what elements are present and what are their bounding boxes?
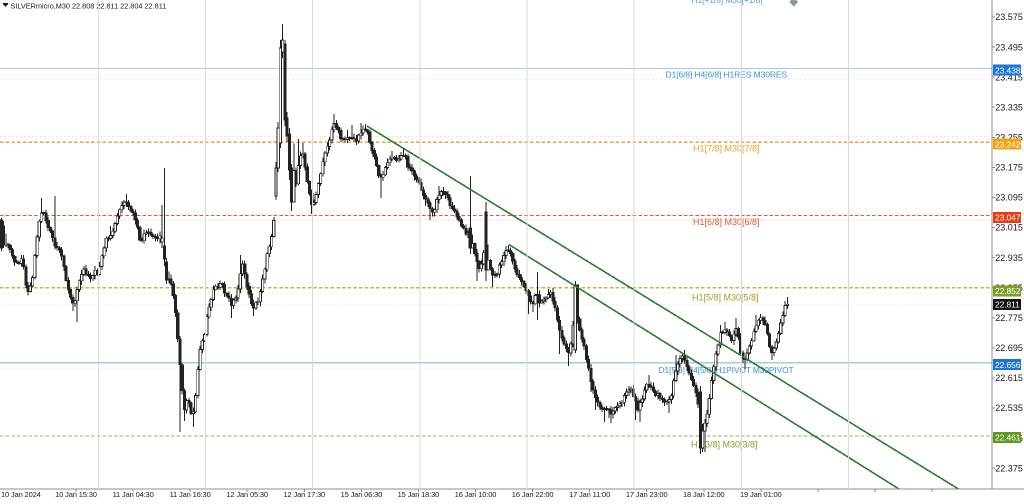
svg-text:15 Jan 06:30: 15 Jan 06:30: [341, 490, 383, 499]
svg-text:23.242: 23.242: [995, 139, 1021, 149]
svg-text:23.095: 23.095: [995, 193, 1023, 203]
svg-text:23.015: 23.015: [995, 223, 1023, 233]
svg-text:22.375: 22.375: [995, 463, 1023, 473]
svg-text:D1[6/8] H4[6/8] H1RES M30RES: D1[6/8] H4[6/8] H1RES M30RES: [666, 70, 788, 80]
svg-text:22.535: 22.535: [995, 403, 1023, 413]
svg-text:17 Jan 11:00: 17 Jan 11:00: [569, 490, 610, 499]
svg-text:15 Jan 18:30: 15 Jan 18:30: [398, 490, 440, 499]
svg-text:H1[+1/8] M30[+1/8]: H1[+1/8] M30[+1/8]: [692, 0, 763, 5]
svg-text:11 Jan 04:30: 11 Jan 04:30: [113, 490, 154, 499]
svg-text:10 Jan 15:30: 10 Jan 15:30: [55, 490, 97, 499]
svg-text:17 Jan 23:00: 17 Jan 23:00: [626, 490, 668, 499]
svg-text:23.255: 23.255: [995, 133, 1023, 143]
svg-text:12 Jan 05:30: 12 Jan 05:30: [226, 490, 268, 499]
svg-text:H1[5/8] M30[5/8]: H1[5/8] M30[5/8]: [692, 292, 759, 302]
svg-text:22.852: 22.852: [995, 286, 1021, 296]
svg-text:22.615: 22.615: [995, 373, 1023, 383]
svg-text:16 Jan 10:00: 16 Jan 10:00: [455, 490, 497, 499]
svg-text:SILVERmicro,M30 22.808 22.811: SILVERmicro,M30 22.808 22.811 22.804 22.…: [11, 1, 167, 10]
svg-text:H1[7/8] M30[7/8]: H1[7/8] M30[7/8]: [693, 144, 760, 154]
svg-text:23.415: 23.415: [995, 72, 1023, 82]
svg-text:19 Jan 01:00: 19 Jan 01:00: [740, 490, 782, 499]
svg-text:18 Jan 12:00: 18 Jan 12:00: [683, 490, 725, 499]
svg-text:10 Jan 2024: 10 Jan 2024: [1, 490, 41, 499]
svg-text:12 Jan 17:30: 12 Jan 17:30: [284, 490, 326, 499]
svg-text:23.047: 23.047: [995, 213, 1021, 223]
svg-text:22.656: 22.656: [995, 360, 1021, 370]
svg-text:23.175: 23.175: [995, 163, 1023, 173]
svg-text:D1[5/8] H4[5/8] H1PIVOT M30PIV: D1[5/8] H4[5/8] H1PIVOT M30PIVOT: [659, 365, 794, 375]
svg-text:23.438: 23.438: [995, 65, 1021, 75]
svg-text:22.935: 22.935: [995, 253, 1023, 263]
svg-text:H1[6/8] M30[6/8]: H1[6/8] M30[6/8]: [693, 217, 760, 227]
svg-text:22.811: 22.811: [995, 300, 1020, 310]
svg-text:23.575: 23.575: [995, 12, 1023, 22]
svg-text:16 Jan 22:00: 16 Jan 22:00: [512, 490, 554, 499]
svg-text:H1[3/8] M30[3/8]: H1[3/8] M30[3/8]: [691, 439, 758, 449]
svg-text:23.335: 23.335: [995, 102, 1023, 112]
svg-text:23.495: 23.495: [995, 42, 1023, 52]
svg-text:11 Jan 16:30: 11 Jan 16:30: [170, 490, 211, 499]
svg-text:22.775: 22.775: [995, 313, 1023, 323]
svg-text:22.695: 22.695: [995, 343, 1023, 353]
svg-text:22.461: 22.461: [995, 433, 1021, 443]
